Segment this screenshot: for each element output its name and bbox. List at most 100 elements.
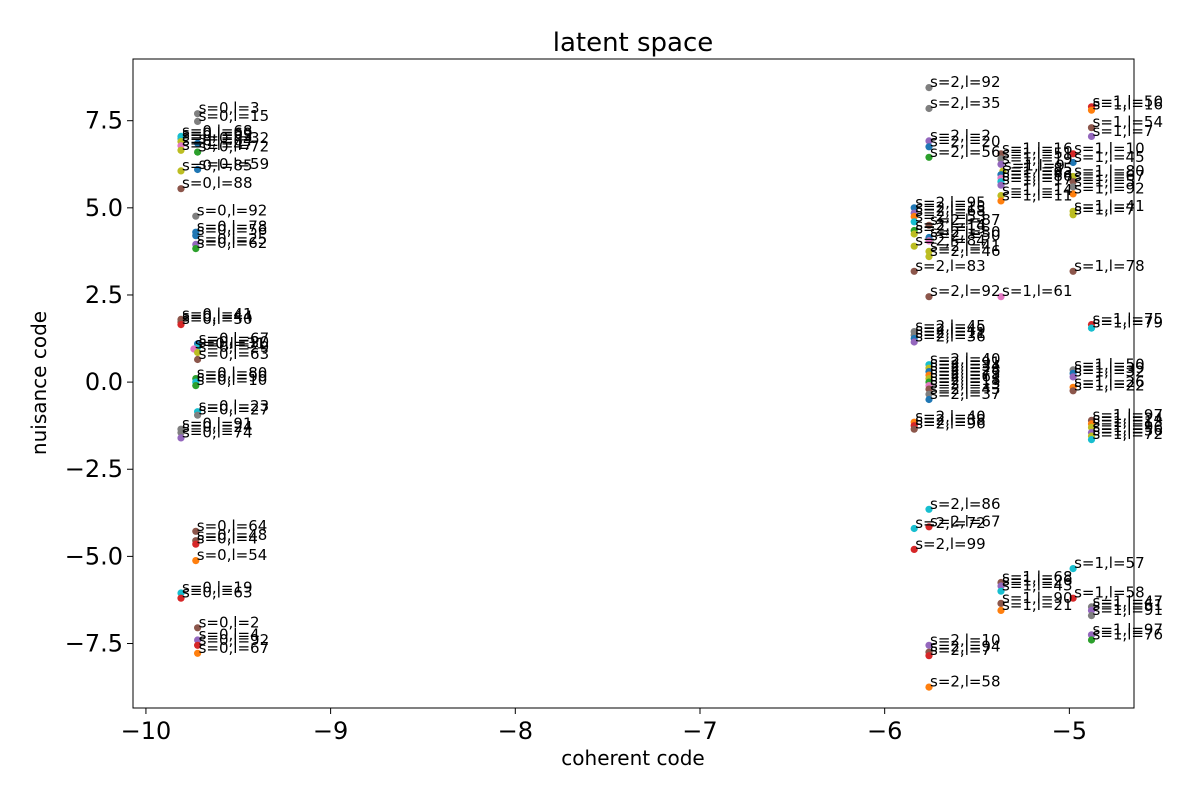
data-point-label: s=0,l=3 bbox=[199, 99, 260, 117]
data-point-label: s=2,l=61 bbox=[930, 368, 1001, 386]
data-point-label: s=2,l=84 bbox=[915, 232, 986, 250]
data-point bbox=[192, 557, 200, 565]
data-point-label: s=1,l=97 bbox=[1093, 620, 1164, 638]
data-point bbox=[997, 150, 1005, 158]
data-point bbox=[1069, 373, 1077, 381]
data-point bbox=[910, 230, 918, 238]
data-point bbox=[1087, 612, 1096, 620]
data-point-label: s=2,l=20 bbox=[930, 132, 1001, 150]
data-point bbox=[925, 390, 933, 398]
data-point-label: s=2,l=83 bbox=[915, 257, 986, 275]
data-point-label: s=1,l=78 bbox=[1074, 257, 1145, 275]
data-point-label: s=2,l=28 bbox=[930, 361, 1001, 379]
x-tick-label: −6 bbox=[867, 717, 902, 745]
data-point-label: s=1,l=86 bbox=[1002, 167, 1073, 185]
data-point bbox=[1069, 178, 1077, 186]
data-point bbox=[1087, 132, 1096, 140]
data-point bbox=[177, 185, 185, 193]
data-point-label: s=2,l=30 bbox=[930, 223, 1001, 241]
data-point-label: s=1,l=47 bbox=[1093, 592, 1164, 610]
data-point bbox=[925, 137, 933, 145]
data-point bbox=[177, 146, 185, 154]
data-point-label: s=1,l=72 bbox=[1093, 425, 1164, 443]
data-point-label: s=0,l=24 bbox=[182, 418, 253, 436]
data-point-label: s=0,l=48 bbox=[197, 526, 268, 544]
data-point-label: s=1,l=5 bbox=[1074, 172, 1135, 190]
data-point bbox=[925, 683, 933, 691]
data-point-label: s=2,l=37 bbox=[930, 385, 1001, 403]
data-point bbox=[910, 545, 918, 554]
data-point-label: s=0,l=15 bbox=[199, 107, 270, 125]
data-point bbox=[925, 395, 933, 404]
data-point bbox=[1087, 423, 1096, 431]
data-point-label: s=2,l=75 bbox=[930, 364, 1001, 382]
data-point-label: s=1,l=61 bbox=[1002, 282, 1073, 300]
data-point-label: s=2,l=87 bbox=[930, 211, 1001, 229]
data-point-label: s=0,l=78 bbox=[197, 218, 268, 236]
data-point bbox=[177, 589, 185, 597]
data-point bbox=[910, 218, 918, 226]
data-point bbox=[997, 587, 1005, 595]
data-point bbox=[1087, 124, 1096, 132]
data-point-label: s=0,l=19 bbox=[182, 579, 253, 597]
data-point-label: s=0,l=2 bbox=[199, 613, 260, 631]
data-point bbox=[194, 117, 202, 125]
data-point bbox=[1087, 636, 1096, 644]
data-point-label: s=1,l=50 bbox=[1074, 355, 1145, 373]
data-point-label: s=2,l=56 bbox=[930, 143, 1001, 161]
points-layer bbox=[177, 84, 1096, 691]
data-point-label: s=0,l=47 bbox=[182, 136, 253, 154]
data-point-label: s=1,l=7 bbox=[1074, 200, 1135, 218]
data-point bbox=[997, 160, 1005, 168]
data-point-label: s=0,l=63 bbox=[199, 345, 270, 363]
data-point bbox=[925, 237, 933, 245]
data-point-label: s=1,l=14 bbox=[1002, 181, 1073, 199]
x-axis: −10 −9 −8 −7 −6 −5 bbox=[121, 708, 1087, 745]
data-point-label: s=2,l=99 bbox=[915, 535, 986, 553]
data-point bbox=[925, 505, 933, 513]
data-point-label: s=0,l=23 bbox=[199, 397, 270, 415]
data-point bbox=[1087, 106, 1096, 114]
x-tick-label: −7 bbox=[682, 717, 717, 745]
data-point-label: s=2,l=95 bbox=[915, 193, 986, 211]
data-point-label: s=1,l=24 bbox=[1093, 409, 1164, 427]
data-point bbox=[925, 641, 933, 649]
data-point bbox=[1087, 631, 1096, 639]
data-point-label: s=2,l=2 bbox=[930, 126, 991, 144]
data-point-label: s=1,l=26 bbox=[1074, 373, 1145, 391]
data-point-label: s=2,l=40 bbox=[930, 350, 1001, 368]
data-point-label: s=2,l=34 bbox=[930, 357, 1001, 375]
data-point-label: s=1,l=16 bbox=[1002, 139, 1073, 157]
data-point-label: s=0,l=44 bbox=[182, 308, 253, 326]
y-tick-label: 2.5 bbox=[85, 281, 123, 309]
data-point-label: s=0,l=64 bbox=[182, 131, 253, 149]
data-point-label: s=0,l=10 bbox=[197, 371, 268, 389]
x-tick-label: −5 bbox=[1052, 717, 1087, 745]
data-point-label: s=1,l=91 bbox=[1093, 601, 1164, 619]
data-point bbox=[1069, 158, 1077, 167]
data-point-label: s=0,l=25 bbox=[197, 230, 268, 248]
x-tick-label: −9 bbox=[313, 717, 348, 745]
data-point bbox=[997, 192, 1005, 200]
data-point bbox=[194, 624, 202, 632]
data-point-label: s=1,l=79 bbox=[1093, 314, 1164, 332]
data-point-label: s=2,l=38 bbox=[915, 411, 986, 429]
data-point bbox=[194, 139, 202, 147]
data-point-label: s=2,l=58 bbox=[930, 673, 1001, 691]
data-point bbox=[925, 247, 933, 255]
data-point-label: s=1,l=21 bbox=[1002, 596, 1073, 614]
data-point-label: s=1,l=41 bbox=[1074, 197, 1145, 215]
data-point-label: s=2,l=10 bbox=[930, 631, 1001, 649]
data-point-label: s=1,l=67 bbox=[1074, 167, 1145, 185]
data-point bbox=[1069, 190, 1077, 198]
data-point bbox=[192, 540, 200, 548]
data-point bbox=[192, 232, 200, 240]
data-point-label: s=0,l=4 bbox=[199, 626, 260, 644]
data-point bbox=[925, 104, 933, 113]
data-point bbox=[1087, 606, 1096, 615]
data-point bbox=[194, 348, 202, 357]
data-point-label: s=1,l=97 bbox=[1093, 406, 1164, 424]
data-point bbox=[925, 153, 933, 161]
data-point-label: s=0,l=63 bbox=[182, 584, 253, 602]
